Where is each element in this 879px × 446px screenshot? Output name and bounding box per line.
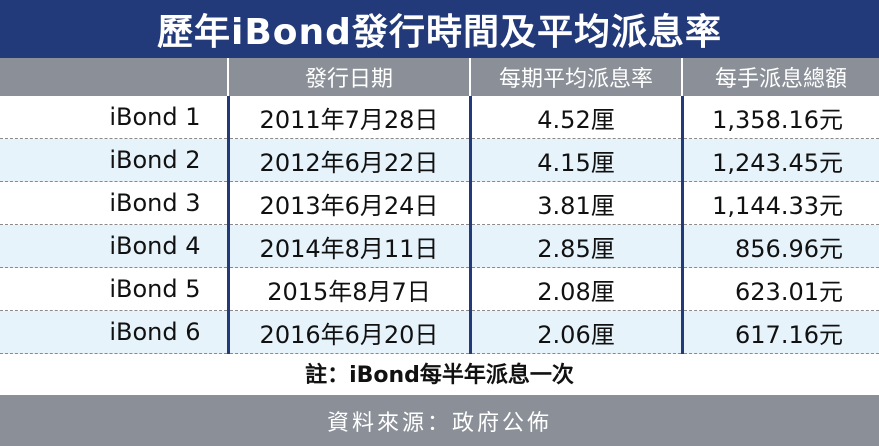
table-row: iBond 5 2015年8月7日 2.08厘 623.01元: [0, 267, 879, 311]
bond-name: iBond 4: [0, 224, 228, 268]
header-issue-date: 發行日期: [227, 58, 470, 96]
bond-name: iBond 2: [0, 138, 228, 182]
header-payout-total: 每手派息總額: [681, 58, 879, 96]
table-row: iBond 6 2016年6月20日 2.06厘 617.16元: [0, 310, 879, 354]
payout-total: 617.16元: [680, 310, 879, 354]
avg-rate: 4.15厘: [468, 138, 682, 182]
bond-name: iBond 6: [0, 310, 228, 354]
issue-date: 2012年6月22日: [226, 138, 470, 182]
issue-date: 2011年7月28日: [226, 96, 470, 139]
bond-name: iBond 1: [0, 96, 228, 139]
issue-date: 2014年8月11日: [226, 224, 470, 268]
source-credit: 資料來源：政府公佈: [326, 410, 552, 436]
table-row: iBond 4 2014年8月11日 2.85厘 856.96元: [0, 224, 879, 268]
issue-date: 2016年6月20日: [226, 310, 470, 354]
payout-total: 623.01元: [680, 267, 879, 311]
issue-date: 2013年6月24日: [226, 181, 470, 225]
avg-rate: 4.52厘: [468, 96, 682, 139]
header-row: 發行日期 每期平均派息率 每手派息總額: [0, 58, 879, 96]
avg-rate: 2.06厘: [468, 310, 682, 354]
payout-total: 856.96元: [680, 224, 879, 268]
source-bar: 資料來源：政府公佈: [0, 395, 879, 446]
header-name: [0, 58, 228, 96]
payout-total: 1,144.33元: [680, 181, 879, 225]
table-row: iBond 1 2011年7月28日 4.52厘 1,358.16元: [0, 96, 879, 139]
page-title: 歷年iBond發行時間及平均派息率: [157, 12, 722, 53]
avg-rate: 2.08厘: [468, 267, 682, 311]
payout-total: 1,358.16元: [680, 96, 879, 139]
payout-total: 1,243.45元: [680, 138, 879, 182]
title-bar: 歷年iBond發行時間及平均派息率: [0, 0, 879, 58]
footnote: 註：iBond每半年派息一次: [305, 363, 574, 388]
header-avg-rate: 每期平均派息率: [469, 58, 682, 96]
table-row: iBond 2 2012年6月22日 4.15厘 1,243.45元: [0, 138, 879, 182]
bond-name: iBond 5: [0, 267, 228, 311]
issue-date: 2015年8月7日: [226, 267, 470, 311]
bond-name: iBond 3: [0, 181, 228, 225]
avg-rate: 3.81厘: [468, 181, 682, 225]
ibond-table: 發行日期 每期平均派息率 每手派息總額 iBond 1 2011年7月28日 4…: [0, 58, 879, 354]
avg-rate: 2.85厘: [468, 224, 682, 268]
table-row: iBond 3 2013年6月24日 3.81厘 1,144.33元: [0, 181, 879, 225]
